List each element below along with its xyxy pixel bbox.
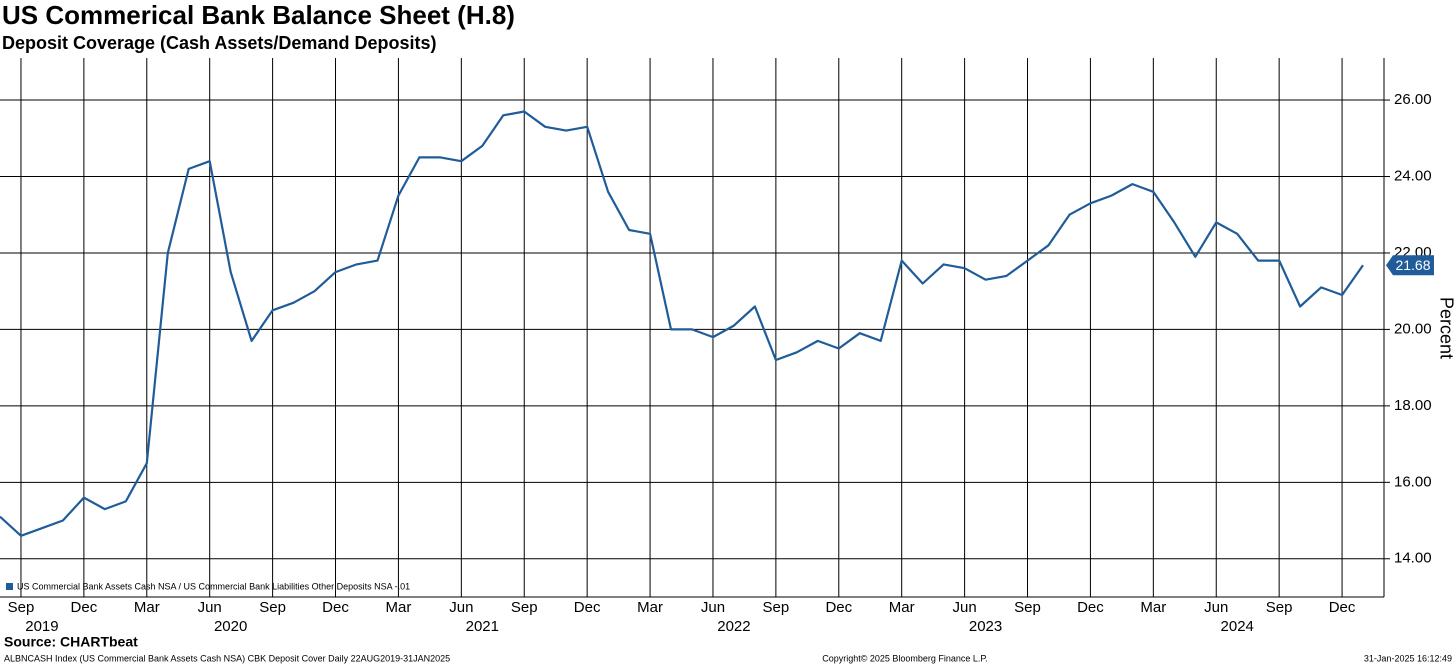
x-year-label: 2020 [214, 618, 247, 635]
y-tick-label: 26.00 [1394, 91, 1432, 108]
y-tick-label: 18.00 [1394, 397, 1432, 414]
x-tick-label: Sep [1014, 599, 1041, 616]
x-tick-label: Dec [322, 599, 349, 616]
x-tick-label: Dec [1329, 599, 1356, 616]
x-tick-label: Mar [386, 599, 412, 616]
y-axis-label: Percent [1436, 297, 1456, 359]
x-year-label: 2022 [717, 618, 750, 635]
x-tick-label: Jun [1204, 599, 1228, 616]
x-year-label: 2023 [969, 618, 1002, 635]
data-line [0, 110, 1364, 537]
x-tick-label: Sep [8, 599, 35, 616]
x-year-label: 2024 [1221, 618, 1254, 635]
x-tick-label: Jun [953, 599, 977, 616]
x-tick-label: Sep [1266, 599, 1293, 616]
x-tick-label: Sep [259, 599, 286, 616]
x-tick-label: Jun [701, 599, 725, 616]
x-year-label: 2019 [25, 618, 58, 635]
chart-subtitle: Deposit Coverage (Cash Assets/Demand Dep… [2, 33, 436, 53]
x-tick-label: Mar [134, 599, 160, 616]
x-tick-label: Mar [889, 599, 915, 616]
y-tick-label: 16.00 [1394, 473, 1432, 490]
x-tick-label: Jun [198, 599, 222, 616]
x-tick-label: Dec [71, 599, 98, 616]
x-tick-label: Dec [574, 599, 601, 616]
x-year-label: 2021 [466, 618, 499, 635]
last-value-label: 21.68 [1395, 257, 1430, 273]
footer-right: 31-Jan-2025 16:12:49 [1364, 653, 1452, 663]
x-tick-label: Sep [763, 599, 790, 616]
legend-label: US Commercial Bank Assets Cash NSA / US … [17, 581, 410, 591]
x-tick-label: Sep [511, 599, 538, 616]
x-tick-label: Mar [637, 599, 663, 616]
x-tick-label: Dec [1077, 599, 1104, 616]
x-tick-label: Dec [825, 599, 852, 616]
legend-swatch [6, 583, 13, 590]
x-tick-label: Jun [449, 599, 473, 616]
footer-left: ALBNCASH Index (US Commercial Bank Asset… [4, 653, 450, 663]
chart-title: US Commerical Bank Balance Sheet (H.8) [2, 0, 515, 30]
y-tick-label: 14.00 [1394, 550, 1432, 567]
source: Source: CHARTbeat [4, 634, 138, 650]
footer-center: Copyright© 2025 Bloomberg Finance L.P. [822, 653, 988, 663]
x-tick-label: Mar [1140, 599, 1166, 616]
y-tick-label: 20.00 [1394, 320, 1432, 337]
y-tick-label: 24.00 [1394, 167, 1432, 184]
last-value-box [1386, 255, 1434, 276]
